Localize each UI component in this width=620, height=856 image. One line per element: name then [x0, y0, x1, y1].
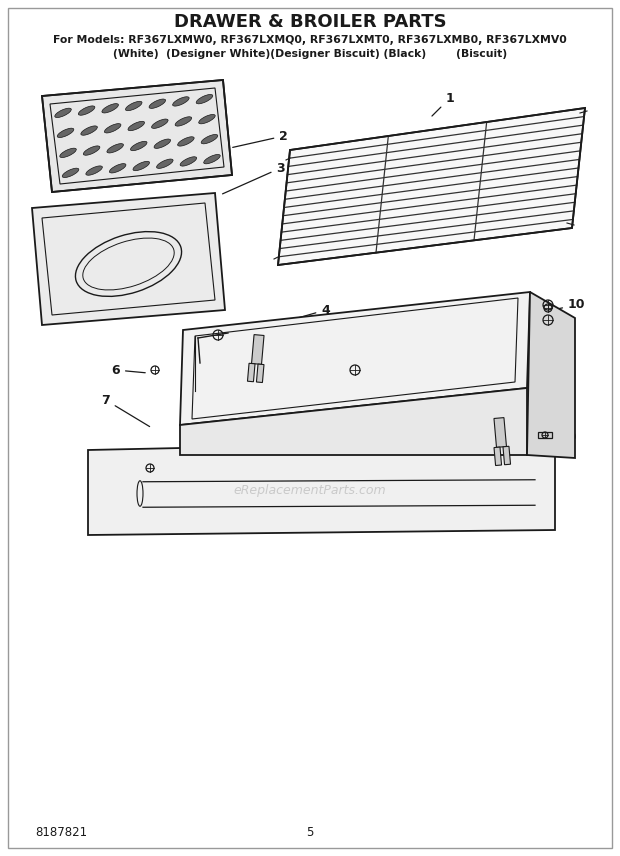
Polygon shape	[494, 418, 507, 448]
Ellipse shape	[133, 161, 149, 170]
Text: 5: 5	[508, 446, 544, 461]
Text: (White)  (Designer White)(Designer Biscuit) (Black)        (Biscuit): (White) (Designer White)(Designer Biscui…	[113, 49, 507, 59]
Text: 8187821: 8187821	[35, 825, 87, 839]
Ellipse shape	[55, 108, 71, 117]
Ellipse shape	[125, 101, 142, 110]
Ellipse shape	[81, 126, 97, 135]
Ellipse shape	[154, 139, 170, 148]
Text: DRAWER & BROILER PARTS: DRAWER & BROILER PARTS	[174, 13, 446, 31]
Ellipse shape	[128, 122, 144, 131]
Polygon shape	[180, 388, 527, 455]
Ellipse shape	[60, 148, 76, 158]
Text: 7: 7	[101, 394, 149, 426]
Ellipse shape	[180, 157, 197, 166]
Text: 5: 5	[306, 825, 314, 839]
Polygon shape	[278, 108, 585, 265]
Text: 10: 10	[322, 375, 350, 407]
Text: For Models: RF367LXMW0, RF367LXMQ0, RF367LXMT0, RF367LXMB0, RF367LXMV0: For Models: RF367LXMW0, RF367LXMQ0, RF36…	[53, 35, 567, 45]
Ellipse shape	[86, 166, 102, 175]
Text: 10: 10	[555, 299, 585, 312]
Ellipse shape	[109, 163, 126, 173]
Polygon shape	[180, 292, 530, 425]
Text: 5: 5	[202, 347, 247, 360]
Ellipse shape	[149, 99, 166, 109]
Text: 6: 6	[112, 364, 145, 377]
Polygon shape	[247, 363, 255, 382]
Polygon shape	[527, 292, 575, 458]
Text: 9: 9	[556, 431, 575, 443]
Polygon shape	[538, 432, 552, 438]
Text: 2: 2	[232, 129, 288, 147]
Text: 10: 10	[91, 461, 140, 474]
Polygon shape	[252, 335, 264, 365]
Ellipse shape	[130, 141, 147, 151]
Ellipse shape	[57, 128, 74, 138]
Ellipse shape	[198, 115, 215, 124]
Ellipse shape	[83, 146, 100, 155]
Ellipse shape	[202, 134, 218, 144]
Polygon shape	[257, 364, 264, 383]
Ellipse shape	[175, 116, 192, 126]
Ellipse shape	[78, 106, 95, 116]
Text: 3: 3	[223, 162, 285, 193]
Ellipse shape	[157, 159, 173, 169]
Polygon shape	[42, 80, 232, 192]
Polygon shape	[32, 193, 225, 325]
Text: 1: 1	[432, 92, 454, 116]
Ellipse shape	[204, 154, 220, 163]
Text: eReplacementParts.com: eReplacementParts.com	[234, 484, 386, 496]
Ellipse shape	[104, 123, 121, 133]
Ellipse shape	[151, 119, 168, 128]
Text: 4: 4	[273, 304, 330, 325]
Ellipse shape	[172, 97, 189, 106]
Ellipse shape	[178, 137, 194, 146]
Polygon shape	[503, 446, 510, 465]
Polygon shape	[88, 440, 555, 535]
Ellipse shape	[196, 94, 213, 104]
Polygon shape	[494, 447, 502, 466]
Ellipse shape	[107, 144, 123, 153]
Ellipse shape	[102, 104, 118, 113]
Ellipse shape	[62, 168, 79, 177]
